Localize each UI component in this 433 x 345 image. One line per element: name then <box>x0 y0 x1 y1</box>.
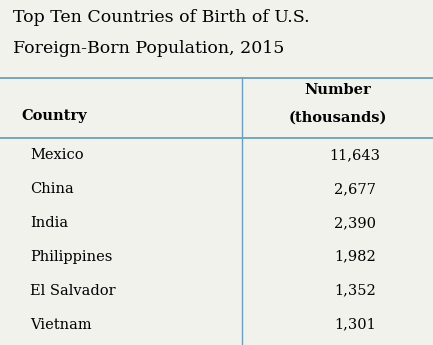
Text: Country: Country <box>22 109 87 123</box>
Text: China: China <box>30 182 74 196</box>
Text: (thousands): (thousands) <box>288 110 387 125</box>
Text: 2,390: 2,390 <box>334 216 376 230</box>
Text: Number: Number <box>304 83 371 97</box>
Text: El Salvador: El Salvador <box>30 284 116 298</box>
Text: 11,643: 11,643 <box>330 148 381 162</box>
Text: Top Ten Countries of Birth of U.S.: Top Ten Countries of Birth of U.S. <box>13 9 310 26</box>
Text: Philippines: Philippines <box>30 250 113 264</box>
Text: Vietnam: Vietnam <box>30 318 92 332</box>
Text: 2,677: 2,677 <box>334 182 376 196</box>
Text: India: India <box>30 216 68 230</box>
Text: Foreign-Born Population, 2015: Foreign-Born Population, 2015 <box>13 40 284 57</box>
Text: Mexico: Mexico <box>30 148 84 162</box>
Text: 1,982: 1,982 <box>334 250 376 264</box>
Text: 1,352: 1,352 <box>334 284 376 298</box>
Text: 1,301: 1,301 <box>334 318 376 332</box>
